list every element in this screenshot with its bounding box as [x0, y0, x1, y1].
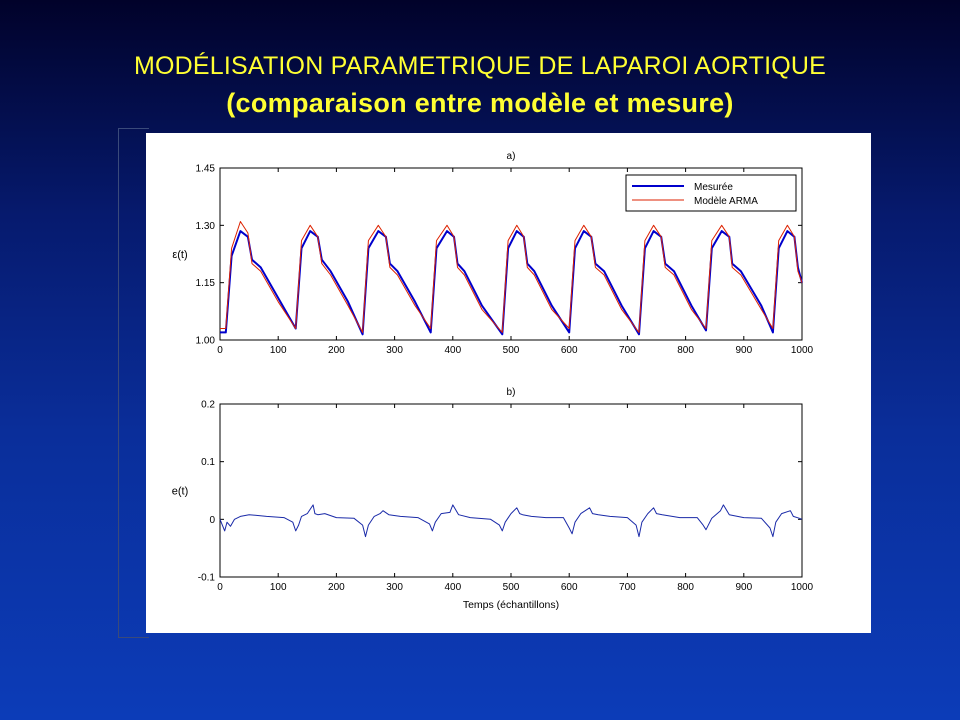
x-tick-label: 300 [386, 345, 403, 356]
y-tick-label: 1.15 [196, 278, 216, 289]
chart-a: 0 100 200 300 400 500 600 700 800 900 1000 1.00 1.15… [172, 151, 813, 356]
figure-svg: 0 100 200 300 400 500 600 700 800 900 10001.001.15… [172, 151, 814, 611]
figure-panel: 0 100 200 300 400 500 600 700 800 900 1000 1.00 1.15… [146, 133, 871, 633]
x-tick-label: 800 [677, 582, 694, 593]
x-tick-label: 200 [328, 582, 345, 593]
x-tick-label: 900 [735, 582, 752, 593]
y-tick-label: 0 [209, 515, 215, 526]
x-tick-label: 200 [328, 345, 345, 356]
y-tick-label: 1.00 [196, 336, 216, 347]
slide-title-line2: (comparaison entre modèle et mesure) [226, 88, 734, 118]
x-tick-label: 500 [503, 582, 520, 593]
x-tick-label: 900 [735, 345, 752, 356]
y-tick-label: 1.45 [196, 164, 216, 175]
legend-box [625, 174, 797, 212]
x-tick-label: 600 [561, 345, 578, 356]
x-tick-label: 0 [217, 345, 223, 356]
y-tick-label: -0.1 [198, 573, 216, 584]
chart-title: a) [507, 151, 516, 162]
y-tick-label: 0.1 [201, 457, 215, 468]
x-tick-label: 100 [270, 345, 287, 356]
x-axis-label: Temps (échantillons) [463, 599, 559, 611]
x-tick-label: 0 [217, 582, 223, 593]
x-tick-label: 700 [619, 582, 636, 593]
x-tick-label: 600 [561, 582, 578, 593]
x-tick-label: 800 [677, 345, 694, 356]
x-tick-label: 400 [444, 345, 461, 356]
x-tick-label: 300 [386, 582, 403, 593]
chart-title: b) [507, 387, 516, 398]
legend-label: Modèle ARMA [694, 196, 758, 207]
y-tick-label: 1.30 [196, 221, 216, 232]
x-tick-label: 400 [444, 582, 461, 593]
y-tick-label: 0.2 [201, 400, 215, 411]
slide-title-line1: MODÉLISATION PARAMETRIQUE DE LAPAROI AOR… [134, 52, 826, 80]
y-axis-label: ε(t) [172, 249, 187, 261]
series-line-error [219, 504, 803, 538]
x-tick-label: 1000 [791, 582, 814, 593]
legend-label: Mesurée [694, 182, 733, 193]
x-tick-label: 1000 [791, 345, 814, 356]
x-tick-label: 500 [503, 345, 520, 356]
figure-frame [118, 128, 149, 638]
x-tick-label: 700 [619, 345, 636, 356]
y-axis-label: e(t) [172, 486, 189, 498]
series-line-measured [220, 230, 803, 336]
chart-b: 0 100 200 300 400 500 600 700 800 900 1000-0.100.1… [172, 387, 814, 611]
plot-frame [219, 403, 803, 578]
x-tick-label: 100 [270, 582, 287, 593]
series-line-model [220, 221, 803, 333]
